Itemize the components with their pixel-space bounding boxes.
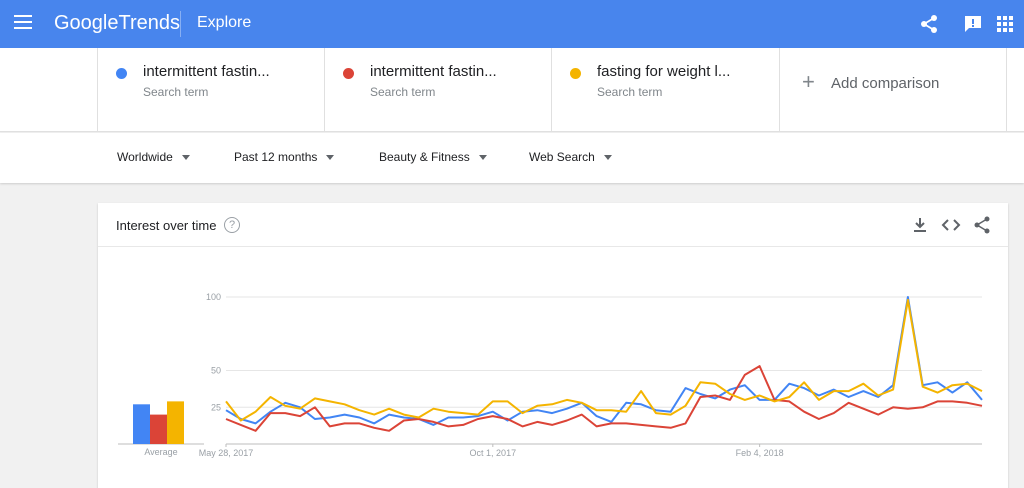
term-2-type: Search term: [370, 85, 436, 99]
apps-icon[interactable]: [993, 12, 1017, 36]
term-1-type: Search term: [143, 85, 209, 99]
share-icon[interactable]: [972, 215, 992, 235]
search-term-3[interactable]: fasting for weight l... Search term: [551, 48, 778, 132]
term-3-name: fasting for weight l...: [597, 63, 731, 80]
y-tick-label: 25: [211, 402, 221, 412]
category-value: Beauty & Fitness: [379, 150, 470, 164]
google-trends-logo[interactable]: GoogleTrends: [54, 11, 180, 35]
header-divider: [180, 11, 181, 37]
term-1-name: intermittent fastin...: [143, 63, 270, 80]
dropdown-arrow-icon: [181, 155, 190, 161]
average-bar: [133, 404, 150, 444]
filter-bar: Worldwide Past 12 months Beauty & Fitnes…: [0, 133, 1024, 183]
feedback-icon[interactable]: [961, 12, 985, 36]
share-icon[interactable]: [917, 12, 941, 36]
average-bar: [150, 414, 167, 444]
term-1-color-dot: [116, 68, 127, 79]
chart-series: [225, 296, 983, 432]
chart-grid: 100 50 25 May 28, 2017 Oct 1, 2017 Feb 4, 201…: [199, 292, 982, 458]
card-title: Interest over time: [116, 218, 217, 233]
y-tick-label: 100: [206, 292, 221, 302]
add-comparison-label: Add comparison: [831, 75, 940, 92]
average-bar: [167, 401, 184, 444]
search-term-2[interactable]: intermittent fastin... Search term: [324, 48, 551, 132]
menu-icon[interactable]: [14, 15, 32, 29]
logo-trends-text: Trends: [118, 12, 181, 34]
term-2-name: intermittent fastin...: [370, 63, 497, 80]
category-dropdown[interactable]: Beauty & Fitness: [379, 150, 487, 164]
y-tick-label: 50: [211, 366, 221, 376]
search-type-dropdown[interactable]: Web Search: [529, 150, 612, 164]
embed-icon[interactable]: [941, 215, 961, 235]
dropdown-arrow-icon: [478, 155, 487, 161]
interest-over-time-card: Interest over time ? Average 100 50 25 May …: [98, 203, 1008, 488]
search-term-1[interactable]: intermittent fastin... Search term: [97, 48, 324, 132]
term-3-color-dot: [570, 68, 581, 79]
logo-google-text: Google: [54, 12, 119, 34]
region-value: Worldwide: [117, 150, 173, 164]
card-header: Interest over time ?: [98, 203, 1008, 247]
average-label: Average: [144, 447, 177, 457]
interest-chart: Average 100 50 25 May 28, 2017 Oct 1, 2017 Fe…: [118, 292, 983, 458]
x-tick-label: Oct 1, 2017: [470, 448, 517, 458]
dropdown-arrow-icon: [326, 155, 335, 161]
plus-icon: +: [802, 69, 815, 94]
dropdown-arrow-icon: [603, 155, 612, 161]
comparison-bar: intermittent fastin... Search term inter…: [0, 48, 1024, 132]
page-title: Explore: [197, 14, 252, 31]
series-line-2: [225, 365, 983, 432]
x-tick-label: May 28, 2017: [199, 448, 254, 458]
add-comparison-button[interactable]: + Add comparison: [779, 48, 1007, 132]
search-type-value: Web Search: [529, 150, 595, 164]
term-2-color-dot: [343, 68, 354, 79]
download-icon[interactable]: [910, 215, 930, 235]
series-line-1: [225, 296, 983, 426]
time-range-dropdown[interactable]: Past 12 months: [234, 150, 335, 164]
x-tick-label: Feb 4, 2018: [736, 448, 784, 458]
app-header: GoogleTrends Explore: [0, 0, 1024, 48]
region-dropdown[interactable]: Worldwide: [117, 150, 190, 164]
help-icon[interactable]: ?: [224, 217, 240, 233]
term-3-type: Search term: [597, 85, 663, 99]
average-bars: Average: [118, 401, 204, 457]
time-range-value: Past 12 months: [234, 150, 318, 164]
series-line-3: [225, 298, 983, 422]
